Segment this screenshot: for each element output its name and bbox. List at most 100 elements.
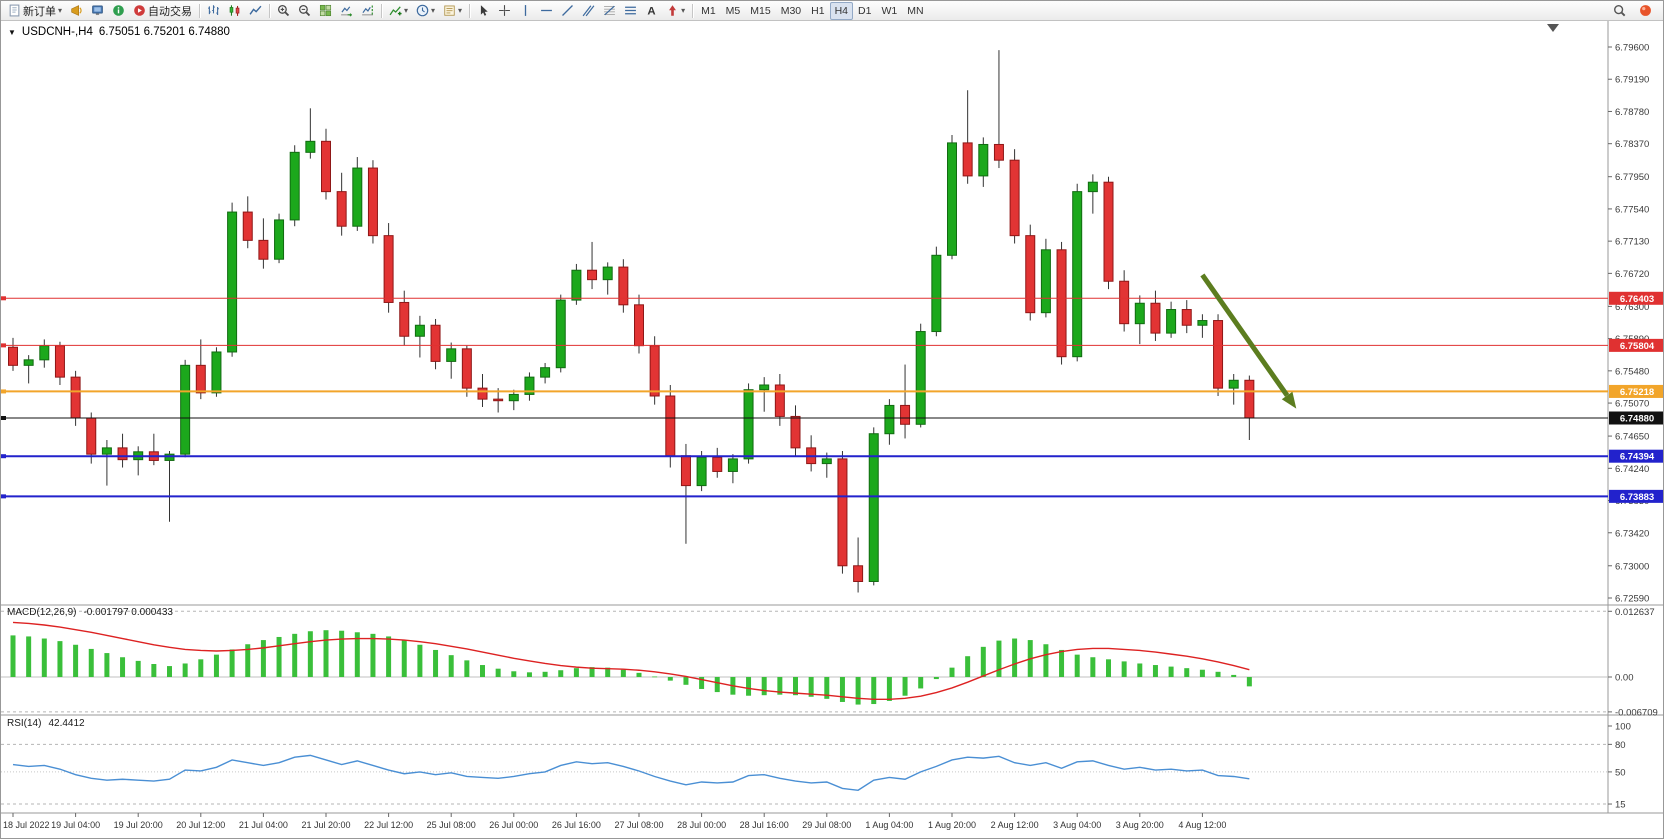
levels-button[interactable]	[620, 2, 641, 20]
crosshair-button[interactable]	[494, 2, 515, 20]
macd-bar	[996, 640, 1002, 677]
periods-button[interactable]: ▾	[412, 2, 439, 20]
tf-h4-button[interactable]: H4	[829, 1, 854, 20]
text-label-button[interactable]: A	[641, 2, 662, 20]
candle	[101, 447, 112, 455]
templates-icon	[443, 4, 456, 17]
price-axis-label: 6.73420	[1615, 528, 1649, 539]
candle	[258, 239, 269, 260]
market-watch-icon	[91, 4, 104, 17]
vertical-line-button[interactable]	[515, 2, 536, 20]
time-label: 29 Jul 08:00	[802, 820, 851, 830]
auto-trading-button[interactable]: 自动交易	[129, 2, 196, 20]
candle	[665, 395, 676, 457]
new-order-button[interactable]: 新订单 ▾	[4, 2, 66, 20]
candle	[1040, 249, 1051, 314]
auto-scroll-button[interactable]	[336, 2, 357, 20]
macd-bar	[605, 667, 611, 677]
zoom-out-icon	[298, 4, 311, 17]
macd-bar	[793, 677, 798, 696]
tf-h1-button[interactable]: H1	[806, 2, 829, 20]
macd-bar	[1231, 674, 1237, 677]
help-button[interactable]	[108, 2, 129, 20]
notification-button[interactable]	[1635, 2, 1656, 20]
trend-arrow-head	[1281, 391, 1297, 409]
macd-bar	[933, 677, 939, 680]
time-label: 22 Jul 12:00	[364, 820, 413, 830]
toolbar-separator	[469, 3, 471, 18]
candle	[774, 384, 785, 417]
tf-d1-button[interactable]: D1	[853, 2, 876, 20]
macd-bar	[88, 648, 94, 677]
macd-bar	[886, 677, 892, 701]
price-tag	[1609, 489, 1663, 503]
zoom-in-icon	[277, 4, 290, 17]
macd-bar	[620, 669, 626, 677]
arrow-tool-button[interactable]: ▾	[662, 2, 689, 20]
tf-m15-button[interactable]: M15	[745, 2, 775, 20]
price-axis-label: 6.73000	[1615, 561, 1649, 572]
bar-chart-icon	[207, 4, 220, 17]
macd-signal-line	[12, 621, 1250, 701]
tf-m1-label: M1	[701, 4, 716, 17]
trend-arrow[interactable]	[1200, 273, 1290, 397]
macd-bar	[135, 660, 141, 677]
market-watch-button[interactable]	[87, 2, 108, 20]
macd-bar	[1168, 666, 1174, 677]
candle	[493, 398, 504, 402]
templates-button[interactable]: ▾	[439, 2, 466, 20]
toolbar: 新订单 ▾ 自动交易 ▾ ▾ ▾ A ▾ M1 M5 M15 M30 H1 H4 D1 W1 MN	[1, 1, 1663, 21]
tf-m30-button[interactable]: M30	[776, 2, 806, 20]
fibonacci-button[interactable]	[599, 2, 620, 20]
price-axis-label: 6.77540	[1615, 204, 1649, 215]
rsi-axis-label: 15	[1615, 800, 1626, 811]
chevron-down-icon: ▾	[404, 5, 409, 15]
tf-mn-button[interactable]: MN	[902, 2, 928, 20]
tile-windows-button[interactable]	[315, 2, 336, 20]
equidistant-channel-button[interactable]	[578, 2, 599, 20]
chevron-down-icon: ▾	[431, 5, 436, 15]
candle	[305, 140, 316, 153]
macd-bar	[167, 666, 172, 677]
candle-chart-button[interactable]	[224, 2, 245, 20]
notification-icon	[1639, 4, 1652, 17]
candle	[414, 324, 425, 337]
price-tag-label: 6.74880	[1620, 414, 1654, 425]
toolbar-separator	[692, 3, 694, 18]
price-tag	[1609, 411, 1663, 425]
candle	[931, 254, 942, 333]
zoom-in-button[interactable]	[273, 2, 294, 20]
bar-chart-button[interactable]	[203, 2, 224, 20]
macd-bar	[589, 667, 595, 677]
tf-m1-button[interactable]: M1	[696, 2, 721, 20]
candle	[743, 389, 754, 460]
zoom-out-button[interactable]	[294, 2, 315, 20]
metaeditor-icon	[70, 4, 83, 17]
chevron-down-icon: ▾	[58, 5, 63, 15]
time-label: 4 Aug 12:00	[1178, 820, 1226, 830]
metaeditor-button[interactable]	[66, 2, 87, 20]
candle	[227, 211, 238, 353]
candle	[555, 299, 566, 369]
price-axis-label: 6.74650	[1615, 432, 1649, 443]
chart-shift-button[interactable]	[357, 2, 378, 20]
cursor-button[interactable]	[473, 2, 494, 20]
chart-shift-marker-icon[interactable]	[1547, 24, 1559, 32]
horizontal-line-button[interactable]	[536, 2, 557, 20]
macd-bar	[542, 671, 548, 677]
price-tag	[1609, 384, 1663, 398]
line-chart-button[interactable]	[245, 2, 266, 20]
tf-w1-button[interactable]: W1	[876, 2, 902, 20]
time-label: 3 Aug 20:00	[1116, 820, 1164, 830]
price-tag	[1609, 291, 1663, 305]
macd-bar	[761, 677, 767, 696]
indicators-button[interactable]: ▾	[385, 2, 412, 20]
tf-m5-label: M5	[725, 4, 741, 17]
trend-line-button[interactable]	[557, 2, 578, 20]
macd-bar	[417, 644, 423, 677]
tf-m5-button[interactable]: M5	[721, 2, 746, 20]
tf-d1-label: D1	[858, 4, 872, 17]
price-axis-label: 6.75480	[1615, 366, 1649, 377]
search-button[interactable]	[1609, 2, 1630, 20]
